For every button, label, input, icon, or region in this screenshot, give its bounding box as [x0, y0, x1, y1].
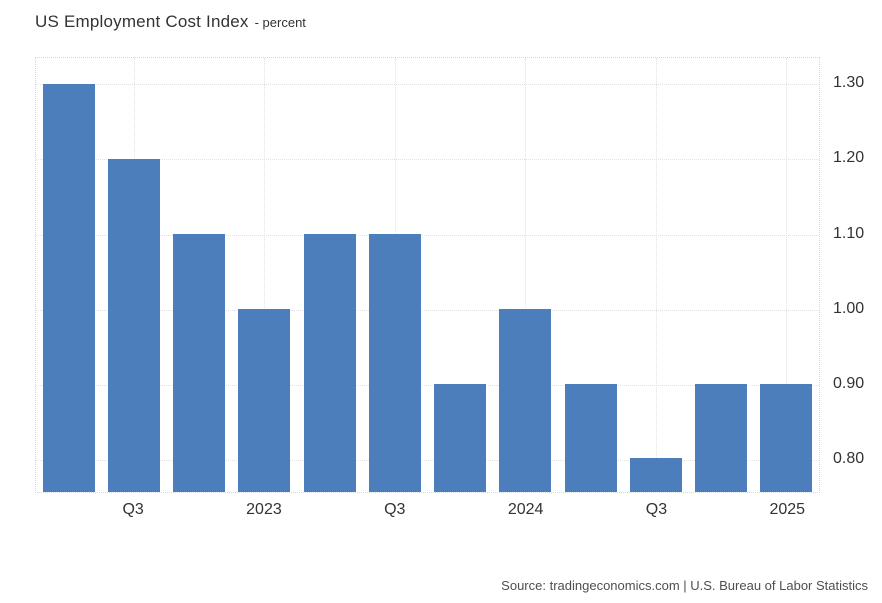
bars-row — [36, 58, 819, 492]
chart-header: US Employment Cost Index - percent — [35, 12, 306, 32]
h-gridline — [36, 460, 819, 462]
h-gridline — [36, 84, 819, 86]
y-axis-label: 0.80 — [833, 450, 865, 468]
bar[interactable] — [368, 233, 421, 492]
y-axis-label: 1.10 — [833, 224, 865, 242]
x-axis-label: 2024 — [507, 501, 544, 518]
v-gridline — [264, 58, 266, 492]
bar[interactable] — [303, 233, 356, 492]
y-axis-label: 1.30 — [833, 74, 865, 92]
y-axis-label: 0.90 — [833, 375, 865, 392]
h-gridline — [36, 159, 819, 161]
bar-band — [689, 58, 754, 492]
x-axis-label: Q3 — [645, 501, 668, 518]
bar-band — [623, 58, 688, 492]
h-gridline — [36, 385, 819, 386]
bar[interactable] — [695, 383, 748, 492]
v-gridline — [655, 58, 657, 492]
x-axis-label: 2023 — [246, 501, 282, 518]
bar[interactable] — [107, 159, 160, 492]
bar[interactable] — [238, 308, 291, 492]
bar[interactable] — [173, 233, 226, 492]
y-axis-label: 1.20 — [833, 149, 865, 167]
bar[interactable] — [499, 308, 552, 492]
y-axis-label: 1.00 — [833, 299, 865, 317]
x-axis-label: 2025 — [769, 501, 806, 518]
bar-band — [754, 58, 819, 492]
bar-band — [101, 58, 166, 492]
h-gridline — [36, 234, 819, 236]
bar-band — [558, 58, 623, 492]
bar-band — [167, 58, 232, 492]
bar[interactable] — [434, 383, 487, 492]
bar-band — [36, 58, 101, 492]
bar-band — [232, 58, 297, 492]
bar[interactable] — [760, 383, 813, 492]
x-axis-label: Q3 — [384, 501, 406, 518]
v-gridline — [786, 58, 788, 492]
plot-area — [35, 57, 820, 493]
x-axis-label: Q3 — [122, 501, 144, 518]
bar-band — [297, 58, 362, 492]
bar[interactable] — [564, 383, 617, 492]
bar-band — [428, 58, 493, 492]
bar-band — [362, 58, 427, 492]
chart-title: US Employment Cost Index — [35, 12, 249, 31]
bar-band — [493, 58, 558, 492]
bar[interactable] — [42, 84, 95, 492]
bar[interactable] — [629, 458, 682, 492]
v-gridline — [525, 58, 527, 492]
chart-subtitle: - percent — [254, 15, 306, 30]
source-text: Source: tradingeconomics.com | U.S. Bure… — [501, 578, 868, 593]
h-gridline — [36, 309, 819, 311]
